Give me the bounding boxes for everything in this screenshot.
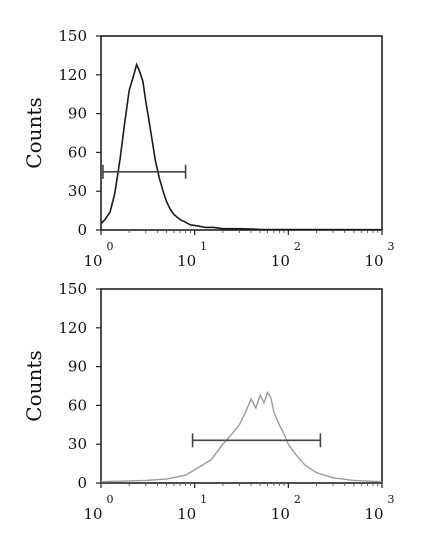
x-tick-base: 10 [364, 252, 383, 270]
x-tick-base: 10 [83, 252, 102, 270]
histogram-panel-bottom: 0 30 60 90 120 150 10 0 10 1 10 2 10 3 Counts [22, 280, 395, 523]
y-tick-label: 0 [77, 221, 87, 239]
y-axis-label-bottom: Counts [22, 350, 46, 421]
y-tick-label: 60 [68, 143, 87, 161]
x-tick-exponent: 1 [200, 240, 207, 253]
y-tick-label: 60 [68, 396, 87, 414]
y-tick-label: 90 [68, 105, 87, 123]
y-tick-label: 30 [68, 182, 87, 200]
x-ticks-top: 10 0 10 1 10 2 10 3 [83, 230, 395, 270]
x-tick-base: 10 [271, 252, 290, 270]
histogram-curve-top [100, 62, 383, 231]
y-tick-label: 90 [68, 358, 87, 376]
x-tick-base: 10 [364, 505, 383, 523]
y-tick-label: 120 [58, 66, 87, 84]
x-tick-exponent: 3 [388, 240, 395, 253]
x-tick-exponent: 1 [200, 493, 207, 506]
y-ticks-top: 0 30 60 90 120 150 [58, 27, 101, 239]
x-tick-base: 10 [83, 505, 102, 523]
x-tick-exponent: 2 [294, 493, 301, 506]
x-tick-exponent: 0 [107, 240, 114, 253]
y-tick-label: 0 [77, 474, 87, 492]
plot-frame-bottom [100, 288, 383, 484]
x-tick-base: 10 [177, 252, 196, 270]
x-ticks-bottom: 10 0 10 1 10 2 10 3 [83, 483, 395, 523]
y-tick-label: 30 [68, 435, 87, 453]
y-ticks-bottom: 0 30 60 90 120 150 [58, 280, 101, 492]
gate-marker-top [102, 164, 187, 179]
gate-marker-bottom [191, 433, 322, 448]
histogram-panel-top: 0 30 60 90 120 150 10 0 10 1 10 2 10 3 Counts [22, 27, 395, 270]
x-tick-base: 10 [271, 505, 290, 523]
plot-frame-top [100, 35, 383, 231]
x-tick-exponent: 3 [388, 493, 395, 506]
x-tick-exponent: 2 [294, 240, 301, 253]
y-axis-label-top: Counts [22, 97, 46, 168]
y-tick-label: 120 [58, 319, 87, 337]
y-tick-label: 150 [58, 280, 87, 298]
histogram-curve-bottom [100, 390, 383, 483]
y-tick-label: 150 [58, 27, 87, 45]
x-tick-base: 10 [177, 505, 196, 523]
x-tick-exponent: 0 [107, 493, 114, 506]
